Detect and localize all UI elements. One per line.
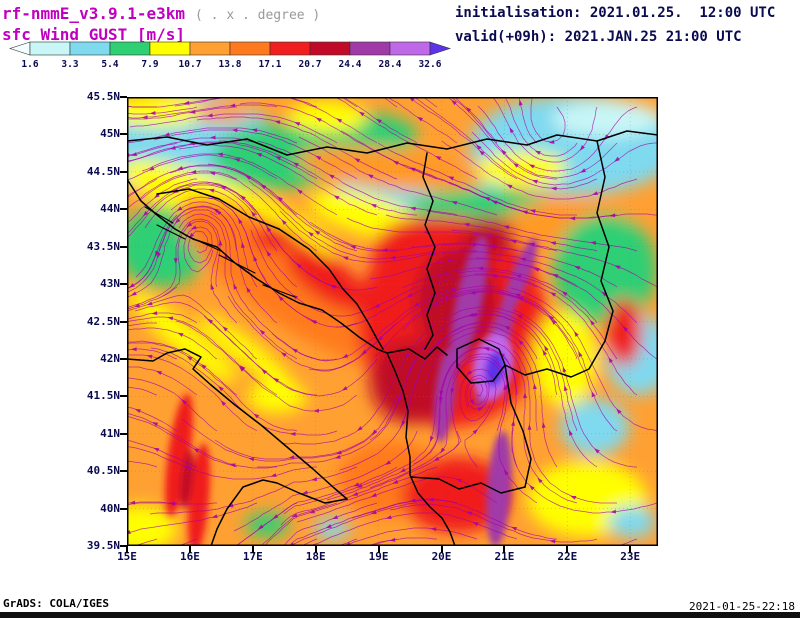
lat-label: 41.5N (86, 389, 120, 403)
initialisation-time: initialisation: 2021.01.25. 12:00 UTC (455, 5, 776, 21)
wind-streamlines (127, 97, 658, 546)
colorbar-tick-label: 17.1 (259, 59, 282, 70)
colorbar-tick-label: 7.9 (141, 59, 158, 70)
lat-label: 42.5N (86, 314, 120, 328)
lat-tick (120, 283, 127, 286)
lon-label: 19E (368, 550, 389, 563)
colorbar-segment (109, 41, 151, 56)
lon-label: 17E (242, 550, 263, 563)
valid-time: valid(+09h): 2021.JAN.25 21:00 UTC (455, 29, 742, 45)
lon-tick (126, 546, 128, 553)
lon-label: 22E (557, 550, 578, 563)
colorbar-legend: 1.6 3.3 5.4 7.9 10.7 13.8 17.1 20.7 24.4 28.4 32.6 (9, 41, 451, 70)
lon-tick (377, 546, 380, 553)
colorbar-segment (389, 41, 431, 56)
colorbar-tick-label: 28.4 (379, 59, 402, 70)
colorbar-arrow-right (429, 41, 451, 56)
lat-tick (120, 170, 127, 173)
lon-tick (251, 546, 254, 553)
lon-label: 20E (431, 550, 452, 563)
wind-gust-map (127, 97, 658, 546)
grid-resolution-note: ( . x . degree ) (195, 8, 321, 23)
border-macedonia (504, 340, 606, 488)
colorbar-tick-label: 5.4 (101, 59, 118, 70)
lat-label: 44.5N (86, 164, 120, 178)
lat-label: 45.5N (86, 90, 120, 103)
colorbar-segment (189, 41, 231, 56)
italy-ionian-coast (210, 479, 348, 546)
lon-label: 16E (179, 550, 200, 563)
colorbar-tick-label: 32.6 (419, 59, 442, 70)
lon-tick (629, 546, 632, 553)
coastlines-and-borders (127, 130, 658, 546)
colorbar-tick-label: 13.8 (219, 59, 242, 70)
colorbar-arrow-left (9, 41, 31, 56)
lon-label: 18E (305, 550, 326, 563)
lat-label: 43.5N (86, 239, 120, 253)
colorbar-tick-label: 24.4 (339, 59, 362, 70)
lon-tick (440, 546, 443, 553)
colorbar-segment (149, 41, 191, 56)
colorbar-segment (269, 41, 311, 56)
lon-tick (503, 546, 506, 553)
map-area (127, 97, 658, 546)
colorbar-segment (349, 41, 391, 56)
lat-tick (120, 507, 127, 510)
lat-tick (120, 133, 127, 136)
header-title-line: rf-nmmE_v3.9.1-e3km ( . x . degree ) (2, 4, 320, 23)
colorbar-segment (69, 41, 111, 56)
lat-label: 45N (100, 127, 120, 141)
lat-label: 44N (100, 202, 120, 216)
lat-label: 40.5N (86, 464, 120, 478)
lon-label: 23E (620, 550, 641, 563)
italy-adriatic-coast (127, 348, 348, 500)
colorbar-segment (309, 41, 351, 56)
colorbar-tick-label: 10.7 (179, 59, 202, 70)
lat-tick (120, 208, 127, 211)
colorbar-tick-label: 20.7 (299, 59, 322, 70)
grads-credit: GrADS: COLA/IGES (3, 597, 109, 610)
lat-tick (120, 245, 127, 248)
border-north (127, 130, 658, 156)
croatian-islands (144, 206, 296, 298)
lat-tick (120, 395, 127, 398)
lat-tick (120, 545, 127, 547)
colorbar-tick-label: 1.6 (21, 59, 38, 70)
colorbar-segment (29, 41, 71, 56)
model-title: rf-nmmE_v3.9.1-e3km (2, 4, 186, 23)
lat-tick (120, 96, 127, 98)
colorbar-segment (229, 41, 271, 56)
border-montenegro-albania (386, 346, 448, 360)
lat-tick (120, 357, 127, 360)
lat-label: 39.5N (86, 539, 120, 552)
lon-label: 15E (117, 550, 137, 563)
streamline-arrowheads (127, 97, 629, 546)
lat-tick (120, 432, 127, 435)
lon-tick (314, 546, 317, 553)
map-frame (127, 97, 658, 546)
field-title: sfc Wind GUST [m/s] (2, 25, 186, 44)
lat-tick (120, 470, 127, 473)
map-field (127, 97, 658, 546)
lat-label: 42N (100, 351, 120, 365)
border-croatia-bosnia (156, 188, 384, 350)
lat-tick (120, 320, 127, 323)
border-kosovo (456, 338, 506, 384)
border-drina (422, 152, 436, 350)
lat-label: 41N (100, 426, 120, 440)
border-albania-greece (410, 476, 526, 494)
border-serbia-bulgaria (596, 140, 614, 342)
creation-timestamp: 2021-01-25-22:18 (689, 600, 795, 613)
lon-label: 21E (494, 550, 515, 563)
colorbar-tick-label: 3.3 (61, 59, 78, 70)
lat-label: 40N (100, 501, 120, 515)
lon-tick (566, 546, 569, 553)
bottom-edge-bar (0, 612, 800, 618)
lon-tick (188, 546, 191, 553)
lat-label: 43N (100, 277, 120, 291)
